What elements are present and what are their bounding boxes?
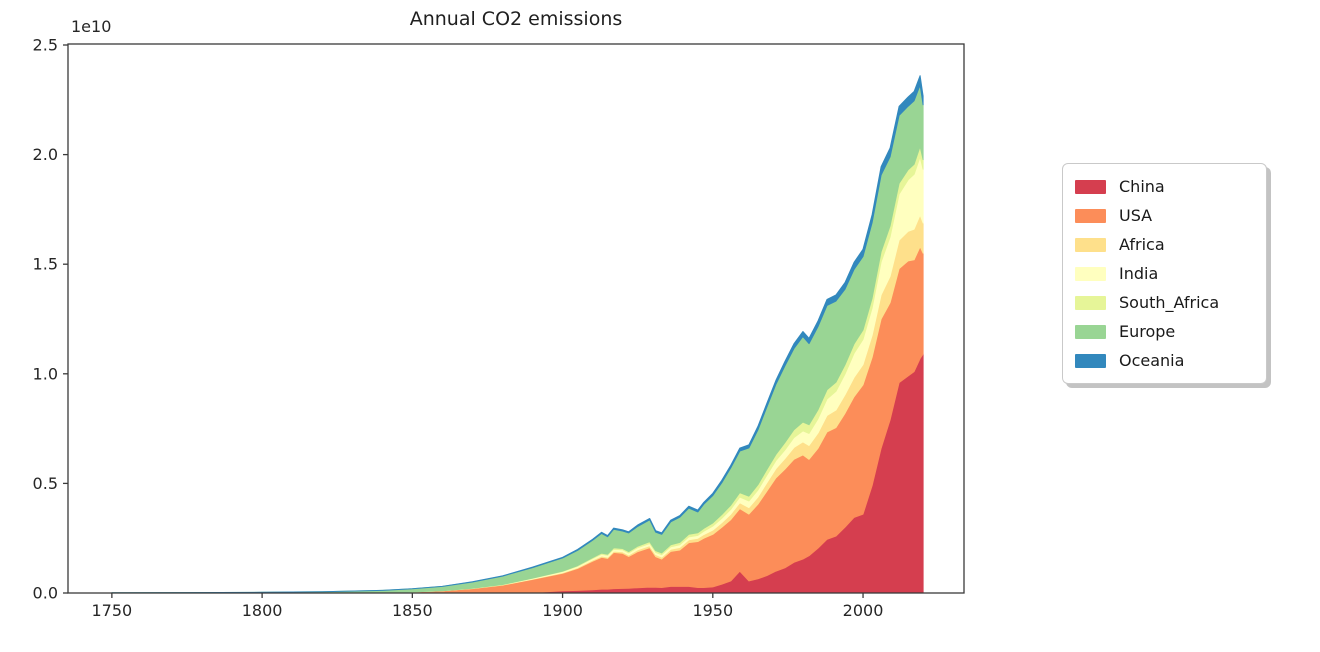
legend-label: Africa xyxy=(1119,234,1165,254)
y-axis-offset-label: 1e10 xyxy=(71,17,112,36)
legend-item-china: China xyxy=(1073,172,1256,201)
chart-title: Annual CO2 emissions xyxy=(409,8,623,30)
area-band-oceania xyxy=(111,75,924,594)
y-tick-label: 2.5 xyxy=(33,36,58,55)
legend-item-oceania: Oceania xyxy=(1073,346,1256,375)
legend-item-usa: USA xyxy=(1073,201,1256,230)
y-tick-label: 1.5 xyxy=(33,255,58,274)
legend-swatch-south_africa xyxy=(1075,295,1106,310)
x-tick-label: 2000 xyxy=(843,601,884,620)
y-tick-label: 1.0 xyxy=(33,364,58,383)
legend-swatch-africa xyxy=(1075,237,1106,252)
y-tick-label: 0.5 xyxy=(33,474,58,493)
legend-item-africa: Africa xyxy=(1073,230,1256,259)
legend-swatch-europe xyxy=(1075,324,1106,339)
legend-swatch-oceania xyxy=(1075,353,1106,368)
x-tick-label: 1750 xyxy=(92,601,133,620)
legend-item-south_africa: South_Africa xyxy=(1073,288,1256,317)
legend-label: China xyxy=(1119,176,1165,196)
legend-label: South_Africa xyxy=(1119,292,1220,312)
y-tick-label: 2.0 xyxy=(33,145,58,164)
legend-label: India xyxy=(1119,263,1159,283)
x-tick-label: 1850 xyxy=(392,601,433,620)
axes-spines xyxy=(67,43,965,594)
x-tick-label: 1950 xyxy=(692,601,733,620)
y-tick-label: 0.0 xyxy=(33,584,58,603)
legend-swatch-india xyxy=(1075,266,1106,281)
legend-swatch-usa xyxy=(1075,208,1106,223)
legend-label: Oceania xyxy=(1119,350,1185,370)
x-tick-label: 1900 xyxy=(542,601,583,620)
legend-swatch-china xyxy=(1075,179,1106,194)
legend-item-europe: Europe xyxy=(1073,317,1256,346)
legend-label: USA xyxy=(1119,205,1153,225)
legend-label: Europe xyxy=(1119,321,1176,341)
x-tick-label: 1800 xyxy=(242,601,283,620)
legend: China USA Africa India South_Africa Europe Oce… xyxy=(1062,163,1267,384)
legend-item-india: India xyxy=(1073,259,1256,288)
